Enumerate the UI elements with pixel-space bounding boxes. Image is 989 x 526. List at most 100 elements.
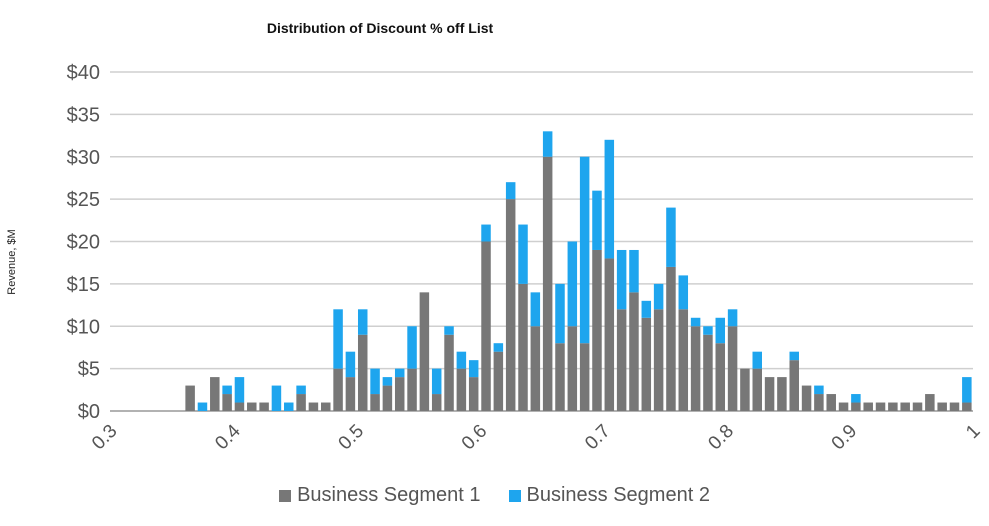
y-tick-label: $30 [67,147,100,169]
bar-segment-1 [357,334,368,411]
bar-segment-2 [604,139,615,259]
bar-segment-1 [863,402,873,411]
bar-segment-2 [789,351,799,361]
bar-segment-2 [234,377,245,403]
x-tick-label: 0.7 [581,421,615,455]
bar-segment-1 [555,343,565,411]
chart-legend: Business Segment 1 Business Segment 2 [0,484,989,507]
bar-segment-1 [678,309,689,411]
bar-segment-2 [555,283,565,344]
bar-segment-1 [234,402,245,411]
bar-segment-1 [493,351,504,411]
y-tick-label: $20 [67,232,100,254]
x-tick-label: 0.6 [458,421,492,455]
bar-segment-1 [222,394,232,411]
bar-segment-2 [333,309,343,369]
bar-segment-2 [542,131,553,157]
bar-segment-1 [247,402,257,411]
bar-segment-1 [407,368,417,411]
bar-segment-1 [567,326,578,411]
bar-segment-2 [851,394,861,403]
y-tick-label: $40 [67,62,100,84]
bar-segment-1 [444,334,454,411]
bar-segment-1 [727,326,738,411]
bar-segment-1 [949,402,960,411]
legend-item-segment-1: Business Segment 1 [279,484,481,507]
bar-segment-1 [604,258,615,411]
bar-segment-1 [925,394,935,411]
bar-segment-1 [419,292,430,411]
bar-segment-2 [431,368,442,395]
bar-segment-2 [493,343,504,352]
bar-segment-1 [937,402,947,411]
bar-segment-2 [814,385,824,395]
bar-segment-1 [370,394,380,411]
bar-segment-1 [333,368,343,411]
x-tick-label: 0.9 [828,421,862,455]
bar-segment-1 [851,402,861,411]
y-tick-label: $15 [67,274,100,296]
x-tick-label: 0.8 [704,421,738,455]
bar-segment-1 [740,368,750,411]
x-tick-label: 0.4 [211,420,245,454]
bar-segment-1 [481,241,491,411]
bar-segment-1 [185,385,195,411]
bar-segment-1 [752,368,762,411]
bar-segment-2 [715,317,726,344]
bar-segment-1 [518,283,528,411]
bar-segment-1 [715,343,726,411]
bar-segment-1 [616,309,627,411]
bar-segment-1 [900,402,910,411]
bar-segment-1 [666,266,676,411]
bar-segment-1 [382,385,393,411]
bar-segment-2 [481,224,491,242]
bar-segment-1 [505,199,516,411]
bar-segment-2 [666,207,676,267]
bar-segment-1 [653,309,664,411]
bar-segment-2 [752,351,762,369]
bar-segment-2 [579,156,590,344]
bar-segment-1 [777,377,787,411]
bar-segment-1 [826,394,836,411]
bar-segment-1 [542,156,553,411]
bar-segment-2 [505,182,516,200]
bar-segment-1 [579,343,590,411]
bar-segment-1 [321,402,331,411]
bar-segment-2 [357,309,368,335]
bar-segment-2 [284,402,294,411]
bar-segment-1 [259,402,269,411]
y-tick-label: $0 [78,401,100,423]
bar-segment-1 [962,402,972,411]
bar-segment-2 [678,275,689,310]
y-tick-label: $25 [67,189,100,211]
bar-segment-1 [592,249,602,411]
bar-segment-2 [703,326,713,335]
bar-segment-1 [703,334,713,411]
bar-segment-1 [641,317,652,411]
legend-label-segment-1: Business Segment 1 [297,484,481,506]
bar-segment-2 [271,385,282,411]
bar-segment-2 [345,351,356,378]
bar-segment-2 [382,377,393,386]
bar-segment-1 [912,402,923,411]
bar-segment-1 [431,394,442,411]
bar-segment-1 [456,368,467,411]
legend-label-segment-2: Business Segment 2 [526,484,710,506]
bar-segment-1 [764,377,775,411]
y-tick-label: $5 [78,359,100,381]
bar-segment-2 [456,351,467,369]
bar-segment-2 [407,326,417,369]
bar-segment-2 [530,292,541,327]
bar-segment-1 [394,377,405,411]
legend-swatch-segment-2 [508,489,521,502]
legend-swatch-segment-1 [279,489,292,502]
legend-item-segment-2: Business Segment 2 [508,484,710,507]
bar-segment-1 [296,394,306,411]
y-tick-label: $35 [67,104,100,126]
bar-segment-1 [345,377,356,411]
bar-segment-1 [308,402,319,411]
bar-segment-2 [197,402,208,411]
bar-segment-2 [567,241,578,327]
bar-segment-1 [801,385,812,411]
